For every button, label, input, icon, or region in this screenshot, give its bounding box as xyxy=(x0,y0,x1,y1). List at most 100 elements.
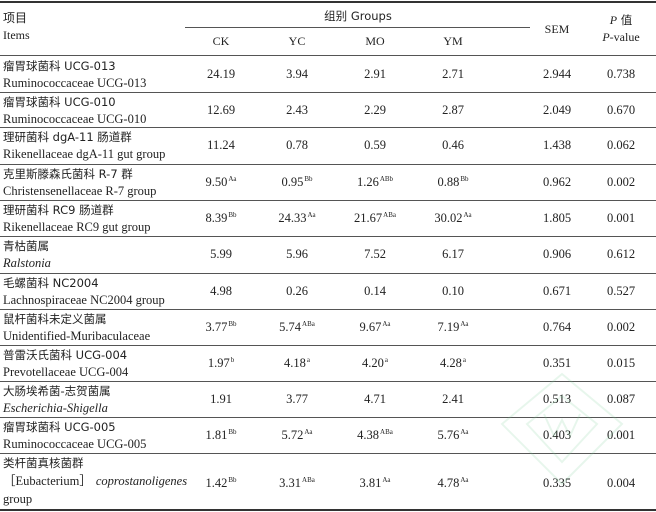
row-value: 3.94 xyxy=(286,67,308,82)
value-number: 5.74 xyxy=(279,320,302,334)
header-bottom-rule xyxy=(0,55,656,56)
row-value: 4.98 xyxy=(210,284,232,299)
row-sem: 0.335 xyxy=(542,476,572,490)
value-number: 5.99 xyxy=(210,247,232,261)
row-value: 0.78 xyxy=(286,138,308,153)
row-p-value: 0.612 xyxy=(606,247,636,261)
value-number: 3.77 xyxy=(286,392,308,406)
row-name-zh: 瘤胃球菌科 UCG-010 xyxy=(3,95,116,109)
row-value: 7.19Aa xyxy=(437,320,468,335)
row-sem: 1.438 xyxy=(542,138,572,152)
row-value: 3.81Aa xyxy=(359,476,390,491)
row-p-value: 0.087 xyxy=(606,392,636,406)
row-value: 5.99 xyxy=(210,247,232,262)
value-number: 7.52 xyxy=(364,247,386,261)
value-number: 4.98 xyxy=(210,284,232,298)
row-value: 24.33Aa xyxy=(278,211,315,226)
value-superscript: a xyxy=(384,356,388,364)
value-number: 0.88 xyxy=(437,175,460,189)
row-divider xyxy=(0,127,656,128)
row-sem: 0.351 xyxy=(542,356,572,370)
value-superscript: Aa xyxy=(460,476,469,484)
row-name-en: Ralstonia xyxy=(3,256,51,270)
row-sem: 0.962 xyxy=(542,175,572,189)
value-number: 4.20 xyxy=(362,356,384,370)
row-value: 5.96 xyxy=(286,247,308,262)
row-name-zh: 毛螺菌科 NC2004 xyxy=(3,276,99,290)
row-value: 3.77Bb xyxy=(205,320,236,335)
row-value: 2.87 xyxy=(442,103,464,118)
row-value: 3.77 xyxy=(286,392,308,407)
row-value: 6.17 xyxy=(442,247,464,262)
value-number: 0.95 xyxy=(281,175,304,189)
header-groups-label: 组别 Groups xyxy=(324,9,392,24)
row-name-en: Ruminococcaceae UCG-013 xyxy=(3,76,147,90)
row-sem: 2.944 xyxy=(542,67,572,81)
row-p-value: 0.015 xyxy=(606,356,636,370)
value-superscript: ABa xyxy=(302,320,315,328)
row-value: 11.24 xyxy=(207,138,235,153)
row-value: 3.31ABa xyxy=(279,476,315,491)
value-superscript: Aa xyxy=(304,428,313,436)
row-sem: 0.764 xyxy=(542,320,572,334)
value-number: 5.96 xyxy=(286,247,308,261)
row-value: 7.52 xyxy=(364,247,386,262)
value-number: 5.72 xyxy=(281,428,304,442)
p-en-suffix: -value xyxy=(609,30,640,44)
row-value: 5.76Aa xyxy=(437,428,468,443)
row-value: 2.91 xyxy=(364,67,386,82)
value-number: 3.81 xyxy=(359,476,382,490)
row-divider xyxy=(0,381,656,382)
col-head-mo: MO xyxy=(365,34,385,48)
col-head-yc: YC xyxy=(288,34,306,48)
col-head-ck: CK xyxy=(212,34,230,48)
groups-label-text: 组别 Groups xyxy=(324,9,392,23)
value-superscript: Bb xyxy=(304,175,313,183)
row-name-zh: 理研菌科 dgA-11 肠道群 xyxy=(3,130,132,144)
row-value: 1.91 xyxy=(210,392,232,407)
p-zh-suffix: 值 xyxy=(617,13,633,27)
value-superscript: Aa xyxy=(460,428,469,436)
row-p-value: 0.001 xyxy=(606,428,636,442)
row-value: 4.38ABa xyxy=(357,428,393,443)
value-superscript: Aa xyxy=(382,320,391,328)
row-name-zh: 瘤胃球菌科 UCG-005 xyxy=(3,420,116,434)
row-value: 21.67ABa xyxy=(354,211,396,226)
value-number: 4.38 xyxy=(357,428,380,442)
row-name-en: Lachnospiraceae NC2004 group xyxy=(3,293,165,307)
row-name-zh: 理研菌科 RC9 肠道群 xyxy=(3,203,114,217)
row-name-en-bracket: ［Eubacterium］ xyxy=(3,474,92,488)
value-number: 30.02 xyxy=(434,211,463,225)
value-number: 2.71 xyxy=(442,67,464,81)
value-number: 2.87 xyxy=(442,103,464,117)
row-value: 2.71 xyxy=(442,67,464,82)
value-number: 24.33 xyxy=(278,211,307,225)
row-divider xyxy=(0,92,656,93)
value-superscript: Aa xyxy=(382,476,391,484)
value-number: 1.42 xyxy=(205,476,228,490)
row-name-zh: 克里斯滕森氏菌科 R-7 群 xyxy=(3,167,133,181)
row-divider xyxy=(0,453,656,454)
row-value: 0.59 xyxy=(364,138,386,153)
row-value: 12.69 xyxy=(207,103,235,118)
value-number: 6.17 xyxy=(442,247,464,261)
row-value: 5.72Aa xyxy=(281,428,312,443)
row-name-en: Christensenellaceae R-7 group xyxy=(3,184,157,198)
col-head-sem: SEM xyxy=(544,22,570,36)
row-value: 4.28a xyxy=(440,356,466,371)
row-value: 1.26ABb xyxy=(357,175,393,190)
row-divider xyxy=(0,345,656,346)
row-sem: 0.906 xyxy=(542,247,572,261)
value-superscript: Bb xyxy=(228,428,237,436)
value-number: 0.78 xyxy=(286,138,308,152)
row-value: 4.20a xyxy=(362,356,388,371)
row-name-en-line3: group xyxy=(3,492,33,506)
row-name-zh: 瘤胃球菌科 UCG-013 xyxy=(3,59,116,73)
row-name-en: Rikenellaceae dgA-11 gut group xyxy=(3,147,166,161)
value-number: 2.91 xyxy=(364,67,386,81)
row-name-en: Ruminococcaceae UCG-010 xyxy=(3,112,147,126)
bottom-rule xyxy=(0,509,656,511)
row-name-zh: 青枯菌属 xyxy=(3,239,49,253)
col-head-p-zh: P 值 xyxy=(610,13,633,28)
row-value: 4.78Aa xyxy=(437,476,468,491)
